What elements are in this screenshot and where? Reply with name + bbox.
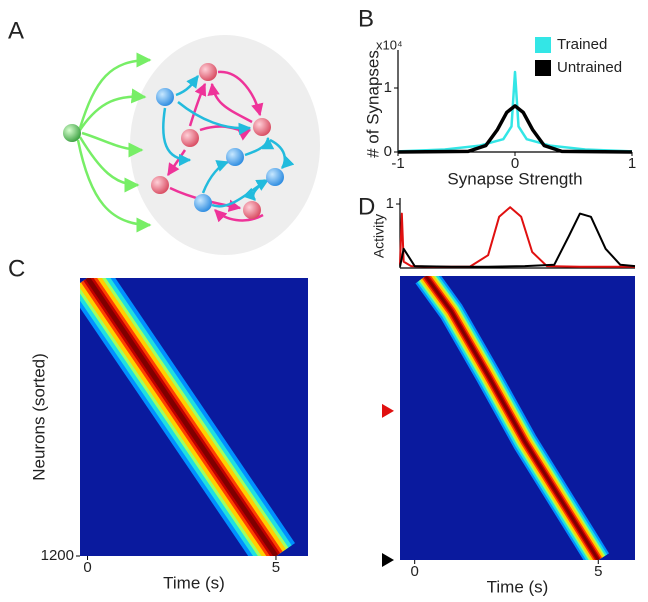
series-line bbox=[397, 70, 633, 153]
x-tick-label: 5 bbox=[272, 559, 280, 576]
y-tick-label: 1200 bbox=[41, 547, 74, 564]
y-axis-label: Activity bbox=[371, 214, 387, 258]
marker-triangle bbox=[382, 403, 394, 418]
x-tick-label: 0 bbox=[83, 559, 91, 576]
sequence bbox=[80, 278, 296, 556]
x-tick-label: -1 bbox=[391, 155, 404, 172]
y-axis-label: Neurons (sorted) bbox=[29, 353, 48, 481]
y-scale-label: x10⁴ bbox=[376, 37, 403, 52]
legend-swatch bbox=[535, 37, 551, 53]
x-tick-label: 5 bbox=[594, 563, 602, 580]
sequence-band bbox=[85, 278, 279, 556]
x-axis-label: Synapse Strength bbox=[447, 169, 582, 188]
series-line bbox=[397, 104, 633, 154]
series-line bbox=[399, 206, 635, 268]
network-diagram bbox=[63, 35, 320, 255]
sequence bbox=[415, 276, 610, 560]
y-tick-label: 0 bbox=[384, 143, 392, 160]
y-tick-label: 1 bbox=[384, 79, 392, 96]
y-axis-label: # of Synapses bbox=[363, 50, 382, 158]
panel-label: C bbox=[8, 255, 25, 282]
legend-label: Trained bbox=[557, 36, 607, 53]
x-axis-label: Time (s) bbox=[487, 577, 549, 596]
legend-swatch bbox=[535, 60, 551, 76]
series-line bbox=[399, 212, 636, 268]
x-tick-label: 1 bbox=[628, 155, 636, 172]
x-tick-label: 0 bbox=[411, 563, 419, 580]
marker-triangle bbox=[382, 553, 394, 567]
panel-label: D bbox=[358, 193, 375, 220]
sequence-band bbox=[424, 276, 600, 560]
x-tick-label: 0 bbox=[511, 155, 519, 172]
legend-label: Untrained bbox=[557, 59, 622, 76]
panel-label: B bbox=[358, 5, 374, 32]
y-tick-label: 1 bbox=[386, 195, 394, 212]
x-axis-label: Time (s) bbox=[163, 573, 225, 592]
panel-label: A bbox=[8, 17, 24, 44]
